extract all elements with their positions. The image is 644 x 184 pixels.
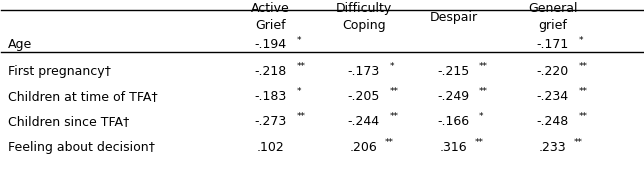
Text: *: * [296, 36, 301, 45]
Text: Children since TFA†: Children since TFA† [8, 115, 129, 128]
Text: *: * [296, 87, 301, 96]
Text: Feeling about decision†: Feeling about decision† [8, 141, 155, 154]
Text: -.205: -.205 [348, 90, 380, 103]
Text: Difficulty: Difficulty [336, 2, 392, 15]
Text: Coping: Coping [342, 19, 386, 32]
Text: First pregnancy†: First pregnancy† [8, 65, 111, 78]
Text: **: ** [578, 87, 587, 96]
Text: **: ** [385, 138, 394, 147]
Text: -.244: -.244 [348, 115, 380, 128]
Text: **: ** [479, 87, 488, 96]
Text: -.249: -.249 [437, 90, 469, 103]
Text: General: General [528, 2, 578, 15]
Text: *: * [390, 62, 394, 71]
Text: -.248: -.248 [536, 115, 569, 128]
Text: -.194: -.194 [254, 38, 287, 51]
Text: **: ** [296, 62, 305, 71]
Text: .102: .102 [257, 141, 285, 154]
Text: *: * [479, 112, 484, 121]
Text: **: ** [296, 112, 305, 121]
Text: **: ** [574, 138, 583, 147]
Text: *: * [578, 36, 583, 45]
Text: Despair: Despair [430, 10, 477, 24]
Text: **: ** [390, 87, 399, 96]
Text: grief: grief [538, 19, 567, 32]
Text: Age: Age [8, 38, 32, 51]
Text: **: ** [578, 112, 587, 121]
Text: -.215: -.215 [437, 65, 469, 78]
Text: .206: .206 [350, 141, 377, 154]
Text: -.220: -.220 [536, 65, 569, 78]
Text: **: ** [475, 138, 484, 147]
Text: **: ** [578, 62, 587, 71]
Text: -.171: -.171 [536, 38, 569, 51]
Text: .233: .233 [539, 141, 567, 154]
Text: -.273: -.273 [254, 115, 287, 128]
Text: -.183: -.183 [254, 90, 287, 103]
Text: -.218: -.218 [254, 65, 287, 78]
Text: Active: Active [251, 2, 290, 15]
Text: -.166: -.166 [437, 115, 469, 128]
Text: **: ** [390, 112, 399, 121]
Text: **: ** [479, 62, 488, 71]
Text: -.234: -.234 [537, 90, 569, 103]
Text: .316: .316 [440, 141, 468, 154]
Text: Grief: Grief [256, 19, 286, 32]
Text: -.173: -.173 [348, 65, 380, 78]
Text: Children at time of TFA†: Children at time of TFA† [8, 90, 158, 103]
